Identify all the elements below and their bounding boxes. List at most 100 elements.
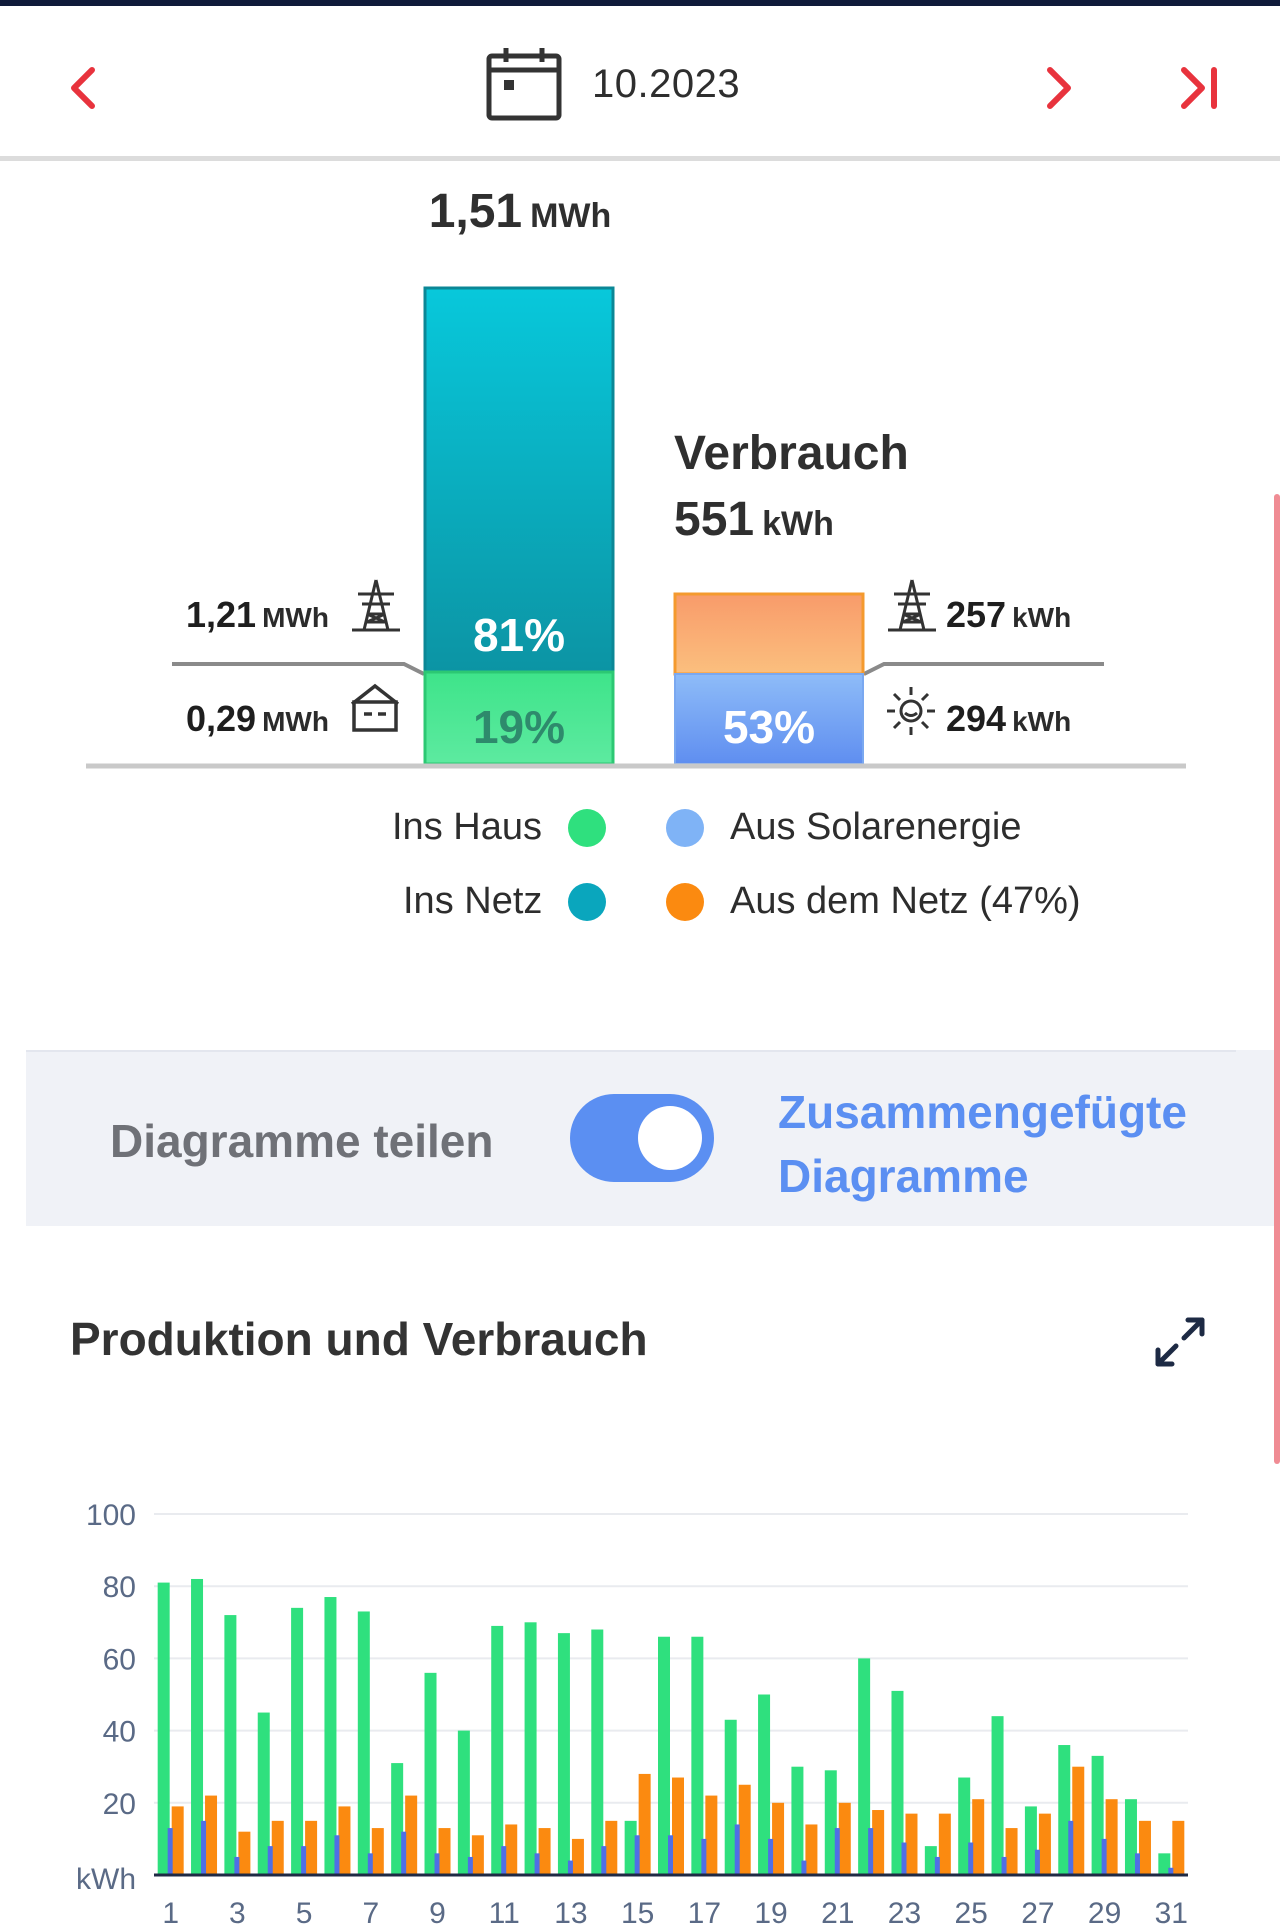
x-tick-label: 23 [888, 1897, 921, 1930]
y-axis-unit-label: kWh [76, 1863, 136, 1896]
bar-series-1 [1124, 1799, 1137, 1875]
bar-series-3 [934, 1856, 940, 1875]
bar-series-1 [1024, 1806, 1037, 1875]
bar-series-3 [434, 1853, 440, 1875]
bar-series-3 [534, 1853, 540, 1875]
bar-series-3 [501, 1846, 507, 1875]
bar-series-3 [801, 1860, 807, 1875]
from-grid-amount: 257 kWh [946, 594, 1072, 635]
legend-dot-teal [568, 882, 607, 921]
production-total-value: 1,51 [428, 185, 523, 238]
bar-series-3 [868, 1828, 874, 1875]
to-house-percent: 19% [472, 701, 566, 753]
bar-series-3 [567, 1860, 573, 1875]
consumption-connector-line [863, 662, 1104, 676]
bar-series-1 [624, 1820, 637, 1875]
bar-series-3 [834, 1828, 840, 1875]
legend-ins-netz: Ins Netz [403, 880, 607, 923]
power-pylon-icon [352, 579, 400, 632]
chevron-left-icon [71, 67, 95, 109]
consumption-title: Verbrauch [674, 427, 909, 480]
bar-series-2 [538, 1828, 551, 1875]
bar-series-2 [1072, 1766, 1085, 1875]
bar-series-1 [191, 1578, 204, 1875]
bar-series-2 [571, 1838, 584, 1875]
bar-series-2 [271, 1820, 284, 1875]
bar-series-2 [672, 1777, 684, 1875]
bar-series-2 [905, 1813, 918, 1875]
chevron-right-icon [1047, 67, 1071, 109]
to-grid-amount: 1,21 MWh [186, 594, 329, 635]
bar-series-2 [171, 1806, 184, 1875]
previous-month-button[interactable] [52, 56, 116, 120]
x-tick-label: 19 [754, 1897, 787, 1930]
bar-series-2 [505, 1824, 518, 1875]
y-tick-label: 20 [103, 1788, 136, 1821]
selected-date: 10.2023 [592, 61, 741, 106]
bar-series-3 [1134, 1853, 1140, 1875]
legend-aus-dem-netz: Aus dem Netz (47%) [666, 880, 1081, 923]
bar-to-house [423, 670, 615, 766]
date-picker[interactable]: 10.2023 [486, 44, 740, 124]
merged-charts-label[interactable]: Zusammengefügte Diagramme [778, 1086, 1187, 1202]
x-tick-label: 5 [296, 1897, 313, 1930]
production-connector-line [172, 662, 425, 676]
bar-series-1 [724, 1719, 737, 1875]
status-bar [0, 0, 1280, 6]
bar-series-1 [991, 1716, 1004, 1875]
bar-series-1 [791, 1766, 804, 1875]
bar-series-3 [1101, 1838, 1107, 1875]
x-tick-label: 3 [229, 1897, 246, 1930]
y-tick-label: 40 [103, 1716, 136, 1749]
skip-to-end-icon [1181, 67, 1217, 109]
legend-aus-solarenergie: Aus Solarenergie [666, 806, 1022, 849]
bar-series-1 [958, 1777, 971, 1875]
energy-balance-graphic [86, 286, 1186, 769]
date-navigation-header: 10.2023 [0, 6, 1280, 161]
bar-to-grid [423, 286, 615, 674]
toggle-band-divider [26, 1050, 1236, 1052]
bar-series-1 [524, 1622, 537, 1875]
bar-series-3 [201, 1820, 207, 1875]
next-month-button[interactable] [1026, 56, 1090, 120]
bar-series-3 [968, 1842, 974, 1875]
calendar-icon [486, 48, 562, 121]
toggle-knob [638, 1106, 702, 1170]
bar-series-3 [634, 1835, 640, 1875]
expand-chart-button[interactable] [1150, 1312, 1210, 1372]
x-tick-label: 17 [688, 1897, 721, 1930]
chart-mode-toggle-switch[interactable] [570, 1094, 714, 1182]
bar-series-1 [224, 1615, 237, 1875]
bar-series-2 [205, 1795, 218, 1875]
bar-series-1 [858, 1658, 871, 1875]
scroll-indicator[interactable] [1274, 494, 1280, 1464]
y-tick-label: 100 [86, 1499, 136, 1532]
bar-series-2 [471, 1835, 484, 1875]
bar-series-2 [305, 1820, 318, 1875]
split-charts-label[interactable]: Diagramme teilen [110, 1115, 494, 1167]
bar-series-2 [772, 1802, 785, 1875]
bar-series-2 [972, 1799, 985, 1875]
production-total: 1,51 MWh [420, 184, 620, 239]
bar-from-grid [673, 592, 865, 676]
bar-series-1 [557, 1633, 570, 1875]
from-solar-amount: 294 kWh [946, 698, 1072, 739]
production-total-unit: MWh [530, 197, 612, 235]
x-tick-label: 29 [1088, 1897, 1121, 1930]
bar-series-3 [1034, 1849, 1040, 1875]
bar-series-2 [805, 1824, 818, 1875]
bar-series-1 [424, 1672, 437, 1875]
bar-series-2 [1105, 1799, 1118, 1875]
bar-series-1 [324, 1597, 337, 1875]
legend-dot-green [567, 808, 606, 847]
legend-dot-light-blue [666, 808, 704, 847]
y-tick-label: 80 [103, 1571, 136, 1604]
bar-series-1 [357, 1611, 370, 1875]
y-tick-label: 60 [103, 1643, 136, 1676]
house-icon [350, 683, 400, 732]
bar-series-3 [701, 1838, 707, 1875]
bar-series-2 [638, 1773, 651, 1875]
bar-series-2 [238, 1831, 251, 1875]
latest-month-button[interactable] [1168, 56, 1232, 120]
power-pylon-icon [888, 579, 936, 632]
